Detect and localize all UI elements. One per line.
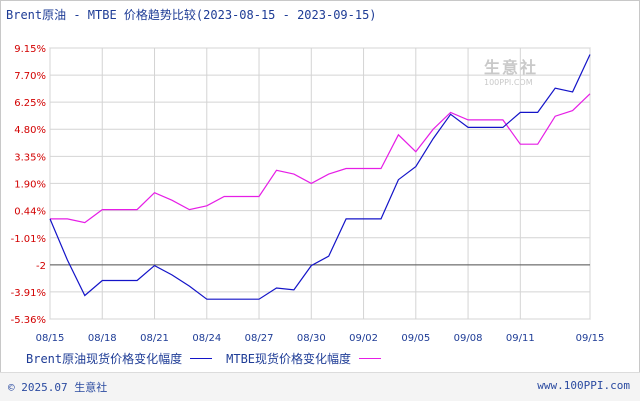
y-tick-labels: 9.15% 7.70% 6.25% 4.80% 3.35% 1.90% 0.44% -1.01…: [11, 44, 46, 326]
chart-title: Brent原油 - MTBE 价格趋势比较(2023-08-15 - 2023-…: [6, 8, 377, 22]
x-tick-label: 09/05: [401, 333, 430, 344]
grid-lines: [49, 47, 591, 320]
y-tick-label: -3.91%: [11, 288, 46, 299]
x-tick-label: 09/08: [454, 333, 483, 344]
watermark-name: 生意社: [484, 58, 539, 77]
y-tick-label: 7.70%: [14, 71, 46, 82]
y-tick-label: 4.80%: [14, 125, 46, 136]
brent-series-line: [49, 54, 591, 300]
x-tick-label: 08/15: [36, 333, 65, 344]
legend-swatch-mtbe: [359, 358, 382, 359]
y-tick-label: 3.35%: [14, 152, 46, 163]
x-tick-label: 09/11: [506, 333, 535, 344]
x-tick-label: 08/30: [297, 333, 326, 344]
y-tick-label: 9.15%: [14, 44, 46, 55]
footer: © 2025.07 生意社 www.100PPI.com: [0, 372, 640, 401]
legend-swatch-brent: [190, 358, 213, 359]
x-tick-label: 09/15: [576, 333, 605, 344]
legend: Brent原油现货价格变化幅度 MTBE现货价格变化幅度: [26, 350, 395, 367]
series-lines: [49, 54, 591, 300]
x-tick-label: 08/18: [88, 333, 117, 344]
y-tick-label: -2: [36, 261, 46, 272]
watermark: 生意社 100PPI.COM: [484, 54, 538, 87]
legend-label-brent: Brent原油现货价格变化幅度: [26, 352, 183, 366]
x-tick-labels: 08/15 08/18 08/21 08/24 08/27 08/30 09/02 09/05…: [36, 333, 605, 344]
y-tick-label: 6.25%: [14, 98, 46, 109]
mtbe-series-line: [50, 93, 591, 224]
x-tick-label: 08/24: [192, 333, 221, 344]
footer-site-link[interactable]: www.100PPI.com: [537, 379, 630, 392]
y-tick-label: -5.36%: [11, 315, 46, 326]
x-tick-label: 08/21: [140, 333, 169, 344]
footer-copyright: © 2025.07 生意社: [8, 381, 108, 394]
y-tick-label: -1.01%: [11, 234, 46, 245]
watermark-url: 100PPI.COM: [484, 78, 533, 87]
y-tick-label: 0.44%: [14, 207, 46, 218]
x-tick-label: 08/27: [245, 333, 274, 344]
legend-label-mtbe: MTBE现货价格变化幅度: [226, 352, 352, 366]
x-tick-label: 09/02: [349, 333, 378, 344]
y-tick-label: 1.90%: [14, 179, 46, 190]
